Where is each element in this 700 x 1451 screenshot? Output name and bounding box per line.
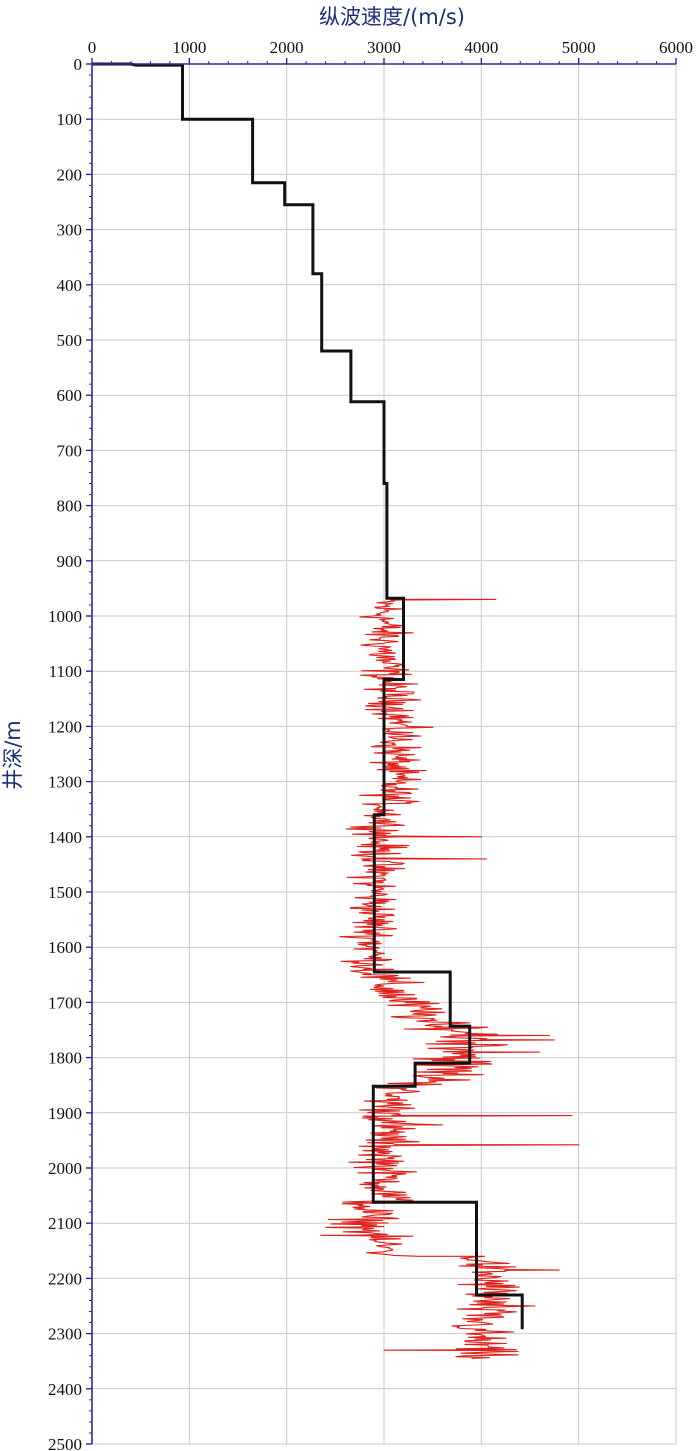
- y-tick-label: 500: [57, 331, 83, 350]
- x-axis-ticks: 0 1000 2000 3000 4000 5000 6000: [88, 38, 693, 64]
- x-tick-label: 3000: [367, 38, 401, 57]
- y-tick-label: 800: [57, 497, 83, 516]
- y-tick-label: 1300: [48, 773, 82, 792]
- y-axis-ticks: 0 100 200 300 400 500 600 700 800 900 1000 1100 1200…: [48, 55, 92, 1451]
- y-tick-label: 1400: [48, 828, 82, 847]
- y-tick-label: 0: [74, 55, 83, 74]
- y-tick-label: 1500: [48, 883, 82, 902]
- y-tick-label: 200: [57, 165, 83, 184]
- y-tick-label: 600: [57, 386, 83, 405]
- x-tick-label: 0: [88, 38, 97, 57]
- y-tick-label: 100: [57, 110, 83, 129]
- y-tick-label: 2300: [48, 1325, 82, 1344]
- x-axis-title: 纵波速度/(m/s): [319, 5, 465, 29]
- y-tick-label: 400: [57, 276, 83, 295]
- sonic-log-line: [320, 597, 580, 1359]
- x-tick-label: 4000: [464, 38, 498, 57]
- y-tick-label: 1100: [49, 662, 82, 681]
- x-tick-label: 1000: [172, 38, 206, 57]
- y-tick-label: 2400: [48, 1380, 82, 1399]
- interval-velocity-line: [92, 62, 524, 1330]
- y-tick-label: 300: [57, 221, 83, 240]
- x-tick-label: 2000: [270, 38, 304, 57]
- x-tick-label: 6000: [659, 38, 693, 57]
- y-tick-label: 2500: [48, 1435, 82, 1451]
- y-tick-label: 2100: [48, 1214, 82, 1233]
- y-tick-label: 700: [57, 441, 83, 460]
- y-tick-label: 2200: [48, 1269, 82, 1288]
- y-tick-label: 2000: [48, 1159, 82, 1178]
- y-tick-label: 1700: [48, 993, 82, 1012]
- y-tick-label: 1800: [48, 1049, 82, 1068]
- sonic-log-series: [320, 597, 580, 1359]
- x-tick-label: 5000: [562, 38, 596, 57]
- y-tick-label: 1200: [48, 717, 82, 736]
- y-tick-label: 900: [57, 552, 83, 571]
- grid: [91, 63, 677, 1445]
- interval-velocity-series: [92, 62, 524, 1330]
- y-tick-label: 1900: [48, 1104, 82, 1123]
- y-axis-title: 井深/m: [1, 720, 25, 790]
- y-tick-label: 1600: [48, 938, 82, 957]
- y-tick-label: 1000: [48, 607, 82, 626]
